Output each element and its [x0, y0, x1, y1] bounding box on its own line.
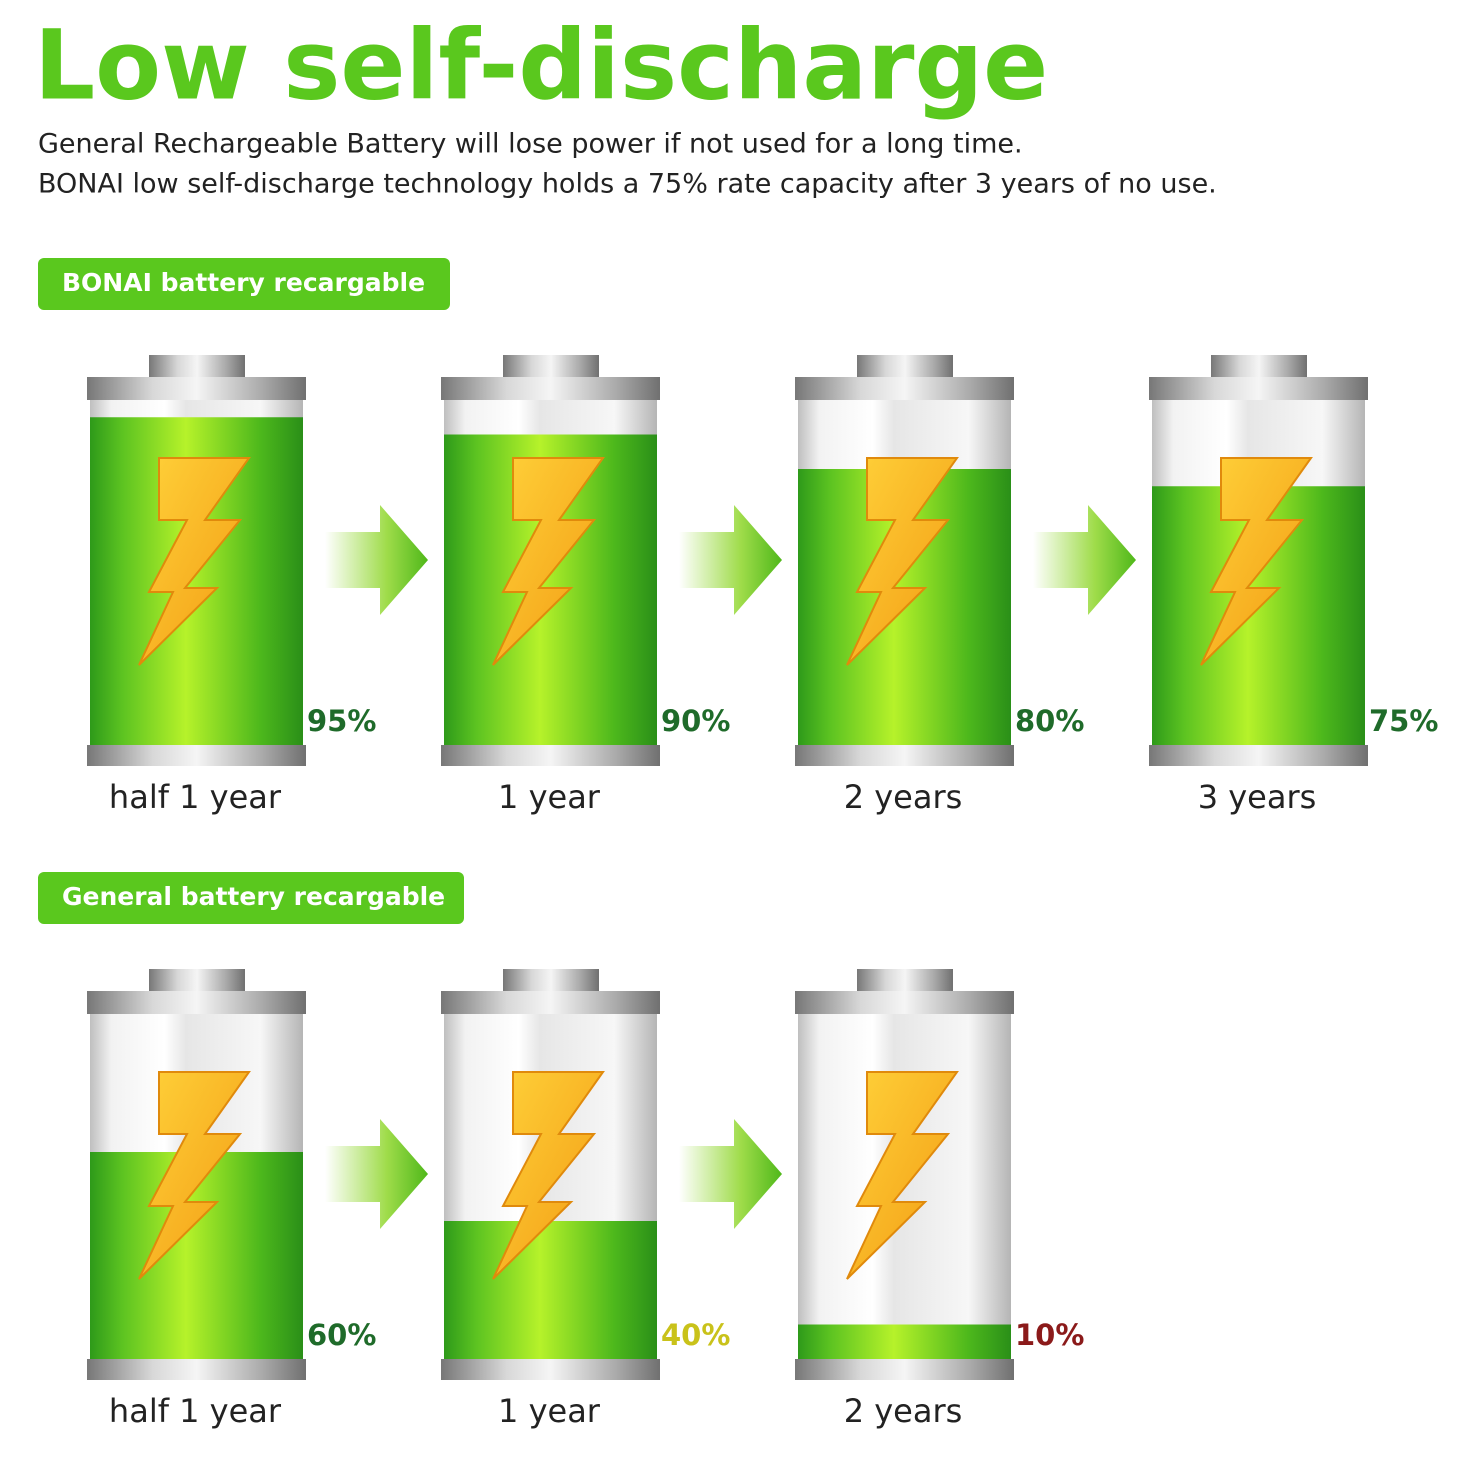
percent-label: 95% — [307, 704, 376, 738]
percent-label: 40% — [661, 1318, 730, 1352]
battery-top-rim — [87, 377, 306, 400]
battery-top-rim — [87, 991, 306, 1014]
battery-terminal — [503, 969, 599, 993]
section-label: General battery recargable — [62, 882, 445, 911]
arrow — [1033, 505, 1136, 615]
lightning-bolt — [138, 457, 251, 666]
battery-terminal — [149, 969, 245, 993]
lightning-bolt — [846, 1071, 959, 1280]
lightning-bolt — [846, 457, 959, 666]
subtitle: General Rechargeable Battery will lose p… — [38, 129, 1023, 160]
battery-terminal — [149, 355, 245, 379]
section-pill — [38, 258, 450, 310]
battery: 10% 2 years — [795, 969, 1084, 1430]
battery-bottom-rim — [87, 745, 306, 766]
battery-bottom-rim — [441, 1359, 660, 1380]
battery-top-rim — [441, 991, 660, 1014]
battery-terminal — [857, 355, 953, 379]
battery: 40% 1 year — [441, 969, 730, 1430]
title: Low self-discharge — [34, 9, 1048, 121]
period-label: 1 year — [498, 1392, 601, 1430]
battery: 95% half 1 year — [87, 355, 376, 816]
battery-top-rim — [441, 377, 660, 400]
battery-terminal — [857, 969, 953, 993]
percent-label: 10% — [1015, 1318, 1084, 1352]
lightning-bolt — [138, 1071, 251, 1280]
arrow — [325, 505, 428, 615]
battery-bottom-rim — [1149, 745, 1368, 766]
percent-label: 80% — [1015, 704, 1084, 738]
charge-level — [444, 1221, 657, 1359]
period-label: 3 years — [1198, 778, 1317, 816]
arrow — [679, 505, 782, 615]
percent-label: 60% — [307, 1318, 376, 1352]
percent-label: 90% — [661, 704, 730, 738]
section-pill — [38, 872, 464, 924]
battery: 90% 1 year — [441, 355, 730, 816]
period-label: 2 years — [844, 778, 963, 816]
period-label: half 1 year — [109, 778, 282, 816]
battery-bottom-rim — [795, 745, 1014, 766]
charge-level — [798, 1324, 1011, 1359]
battery-bottom-rim — [795, 1359, 1014, 1380]
battery-top-rim — [795, 991, 1014, 1014]
battery-terminal — [1211, 355, 1307, 379]
arrow — [679, 1119, 782, 1229]
percent-label: 75% — [1369, 704, 1438, 738]
section-label: BONAI battery recargable — [62, 268, 425, 297]
battery-bottom-rim — [441, 745, 660, 766]
battery-top-rim — [795, 377, 1014, 400]
battery: 80% 2 years — [795, 355, 1084, 816]
period-label: half 1 year — [109, 1392, 282, 1430]
arrow — [325, 1119, 428, 1229]
subtitle: BONAI low self-discharge technology hold… — [38, 169, 1217, 200]
period-label: 2 years — [844, 1392, 963, 1430]
battery: 75% 3 years — [1149, 355, 1438, 816]
lightning-bolt — [1200, 457, 1313, 666]
lightning-bolt — [492, 457, 605, 666]
battery-terminal — [503, 355, 599, 379]
lightning-bolt — [492, 1071, 605, 1280]
period-label: 1 year — [498, 778, 601, 816]
battery-top-rim — [1149, 377, 1368, 400]
battery: 60% half 1 year — [87, 969, 376, 1430]
battery-bottom-rim — [87, 1359, 306, 1380]
